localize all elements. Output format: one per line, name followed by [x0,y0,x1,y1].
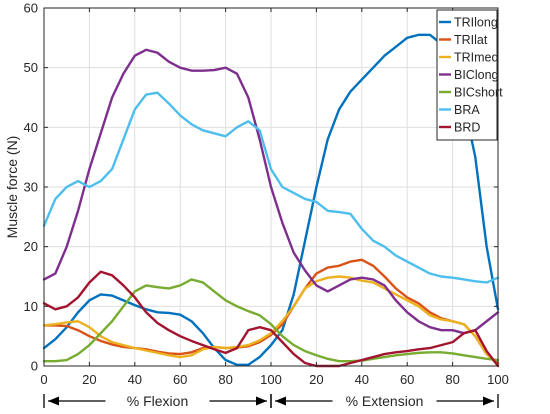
y-tick-label: 0 [31,359,38,374]
phase-flexion-label-background [105,392,210,410]
x-tick-label: 40 [355,372,369,387]
y-tick-label: 40 [24,120,38,135]
x-tick-label: 40 [128,372,142,387]
series-line-trilong [42,33,500,367]
x-tick-label: 60 [173,372,187,387]
legend-label-trilong: TRIlong [454,16,498,30]
x-tick-label: 0 [40,372,47,387]
phase-extension-label-background [332,392,437,410]
phase-flexion-label: % Flexion [127,393,188,409]
x-tick-label: 60 [400,372,414,387]
legend-label-trilat: TRIlat [454,33,488,47]
y-tick-label: 30 [24,180,38,195]
series-lines [42,33,500,368]
phase-extension-arrowhead-left [275,396,286,406]
x-tick-label: 20 [82,372,96,387]
phase-flexion-arrowhead-left [48,396,59,406]
series-line-biclong [42,48,500,335]
axis-ticks: 0 20 40 60 80 100 20 40 60 80 100 0 10 20 30 40 50 60 [24,1,509,388]
phase-extension-arrowhead-right [483,396,494,406]
y-tick-label: 50 [24,60,38,75]
series-line-trimed [42,275,500,367]
y-axis-label: Muscle force (N) [4,136,20,239]
x-tick-label: 100 [487,372,509,387]
x-tick-label: 80 [218,372,232,387]
series-line-trilat [42,258,500,365]
phase-flexion-arrowhead-right [256,396,267,406]
x-tick-label: 80 [445,372,459,387]
y-tick-label: 20 [24,239,38,254]
series-line-bicshort [42,278,500,363]
legend-label-bra: BRA [454,103,480,117]
series-line-bra [42,91,500,284]
y-tick-label: 60 [24,1,38,16]
x-tick-label: 100 [260,372,282,387]
legend-label-trimed: TRImed [454,51,499,65]
legend-label-bicshort: BICshort [454,86,503,100]
phase-extension-label: % Extension [346,393,424,409]
legend: TRIlong TRIlat TRImed BIClong BICshort BRA BRD [436,9,503,141]
y-tick-label: 10 [24,299,38,314]
x-tick-label: 20 [309,372,323,387]
legend-label-biclong: BIClong [454,68,499,82]
phase-brackets: % Flexion % Extension [43,392,499,410]
series-line-brd [42,270,500,368]
legend-label-brd: BRD [454,121,480,135]
